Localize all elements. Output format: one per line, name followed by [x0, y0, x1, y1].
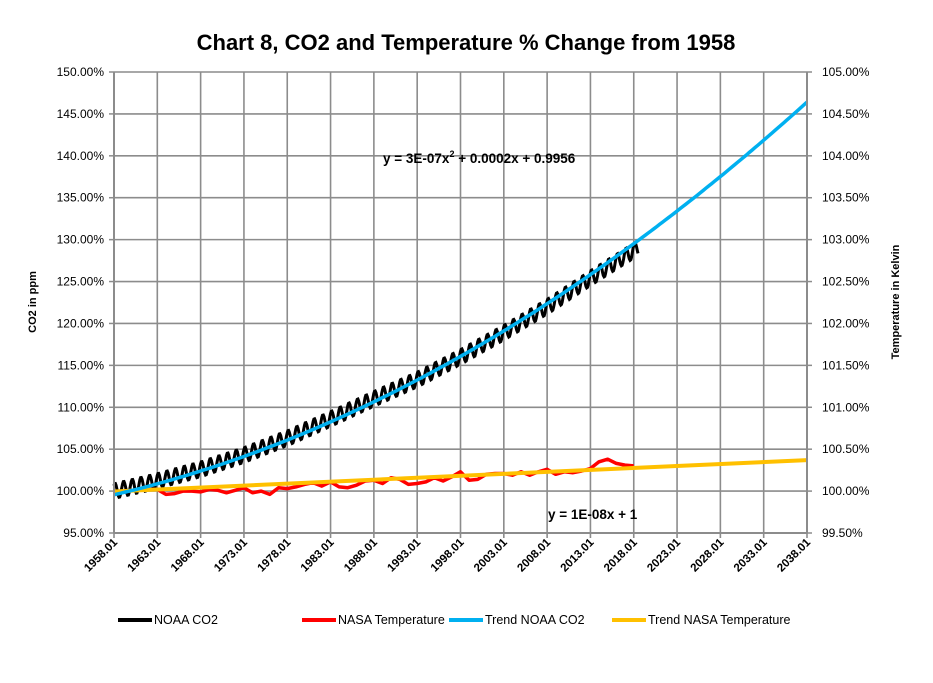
y-axis-label: CO2 in ppm — [27, 271, 39, 333]
series-noaa-co2 — [112, 240, 640, 499]
y-tick-label: 130.00% — [57, 233, 105, 247]
series-layer — [112, 100, 809, 499]
x-tick-label: 2038.01 — [775, 536, 813, 574]
x-tick-label: 1968.01 — [169, 536, 207, 574]
y2-tick-label: 104.00% — [822, 149, 870, 163]
y-tick-label: 115.00% — [58, 358, 105, 372]
x-tick-label: 1963.01 — [126, 536, 164, 574]
x-tick-label: 1978.01 — [255, 536, 293, 574]
legend-label: Trend NOAA CO2 — [485, 613, 585, 627]
y-tick-label: 145.00% — [57, 107, 105, 121]
x-tick-label: 2018.01 — [602, 536, 640, 574]
x-tick-label: 2008.01 — [515, 536, 553, 574]
y2-tick-label: 101.00% — [822, 400, 870, 414]
y2-axis-label: Temperature in Kelvin — [890, 244, 902, 359]
y-tick-label: 120.00% — [57, 316, 105, 330]
y2-tick-label: 102.50% — [822, 275, 870, 289]
co2-trend-equation: y = 3E-07x2 + 0.0002x + 0.9956 — [383, 149, 576, 166]
x-tick-label: 2023.01 — [645, 536, 683, 574]
legend-label: NASA Temperature — [338, 613, 445, 627]
y2-tick-label: 99.50% — [822, 526, 863, 540]
x-tick-label: 2033.01 — [732, 536, 770, 574]
y2-tick-label: 103.00% — [822, 233, 870, 247]
x-tick-label: 1958.01 — [82, 536, 120, 574]
y-tick-label: 110.00% — [58, 400, 105, 414]
y2-tick-label: 101.50% — [822, 358, 870, 372]
x-tick-label: 2003.01 — [472, 536, 510, 574]
gridlines — [113, 71, 808, 538]
y-tick-label: 95.00% — [63, 526, 104, 540]
y2-tick-label: 104.50% — [822, 107, 870, 121]
x-tick-label: 1988.01 — [342, 536, 380, 574]
y2-tick-label: 100.00% — [822, 484, 870, 498]
y-tick-label: 100.00% — [57, 484, 105, 498]
legend: NOAA CO2 NASA Temperature Trend NOAA CO2 Tr… — [118, 613, 790, 627]
axes: 95.00% 99.50% 100.00% 100.00% 105.00% 100.50%… — [57, 65, 870, 575]
temp-trend-equation: y = 1E-08x + 1 — [548, 507, 638, 522]
x-tick-label: 1993.01 — [385, 536, 423, 574]
chart-title: Chart 8, CO2 and Temperature % Change fr… — [197, 30, 736, 55]
legend-label: NOAA CO2 — [154, 613, 218, 627]
series-trend-nasa-temperature — [113, 458, 808, 494]
y2-tick-label: 105.00% — [822, 65, 870, 79]
y-tick-label: 105.00% — [57, 442, 105, 456]
y-tick-label: 140.00% — [57, 149, 105, 163]
y2-tick-label: 103.50% — [822, 191, 870, 205]
series-trend-noaa-co2 — [113, 100, 809, 497]
y-tick-label: 150.00% — [57, 65, 105, 79]
x-tick-label: 1973.01 — [212, 536, 250, 574]
x-tick-label: 2028.01 — [689, 536, 727, 574]
y2-tick-label: 102.00% — [822, 316, 870, 330]
y-tick-label: 135.00% — [57, 191, 105, 205]
x-tick-label: 2013.01 — [559, 536, 597, 574]
y2-tick-label: 100.50% — [822, 442, 870, 456]
legend-label: Trend NASA Temperature — [648, 613, 790, 627]
y-tick-label: 125.00% — [57, 275, 105, 289]
x-tick-label: 1983.01 — [299, 536, 337, 574]
x-tick-label: 1998.01 — [429, 536, 467, 574]
